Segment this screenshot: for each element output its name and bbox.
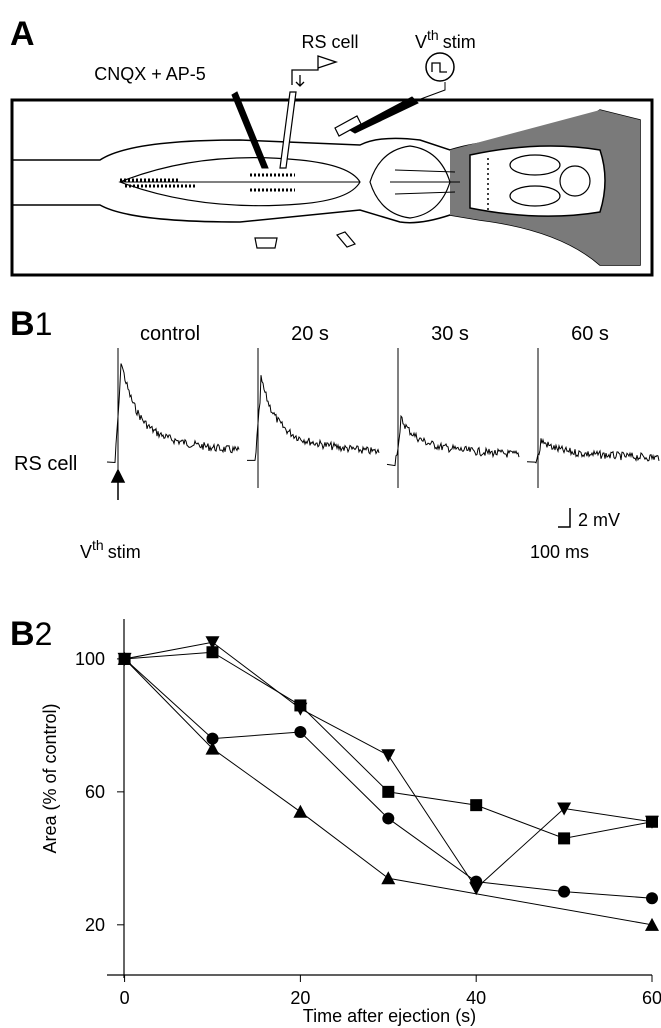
panel-label: B2: [10, 615, 52, 653]
stim-rest: stim: [108, 542, 141, 562]
stim-label: Vth stim: [415, 27, 476, 52]
marker: [470, 799, 483, 812]
scale-time: 100 ms: [530, 542, 589, 562]
marker: [646, 815, 658, 828]
condition-label: 20 s: [291, 323, 329, 345]
trace-label: RS cell: [14, 453, 77, 475]
marker: [646, 892, 658, 905]
preparation-diagram: [10, 52, 654, 277]
marker: [206, 732, 219, 745]
trace: [386, 414, 520, 467]
panel-letter: B: [10, 615, 35, 653]
stim-rest: stim: [443, 32, 476, 52]
x-tick-label: 20: [290, 988, 310, 1008]
marker: [294, 726, 307, 739]
marker: [293, 804, 308, 818]
scale-bar: [558, 508, 571, 528]
marker: [558, 832, 571, 845]
panel-label: A: [10, 15, 35, 53]
stim-label: Vth stim: [80, 537, 141, 562]
condition-labels: control 20 s 30 s 60 s: [140, 323, 609, 345]
marker: [557, 802, 572, 816]
y-tick-label: 100: [75, 649, 105, 669]
panel-number: 1: [35, 306, 53, 342]
stim-v: V: [80, 542, 92, 562]
marker: [206, 646, 219, 659]
marker: [381, 749, 396, 763]
y-tick-label: 60: [85, 782, 105, 802]
stim-v: V: [415, 32, 427, 52]
series-line: [124, 641, 653, 890]
stim-sup: th: [427, 27, 439, 43]
marker: [294, 699, 307, 712]
marker: [205, 636, 220, 650]
condition-label: control: [140, 323, 200, 345]
series-line: [124, 651, 653, 839]
condition-label: 30 s: [431, 323, 469, 345]
marker: [382, 785, 395, 798]
scale-voltage: 2 mV: [578, 510, 620, 530]
series-line: [124, 658, 653, 899]
rs-cell-label: RS cell: [301, 32, 358, 52]
marker: [117, 651, 132, 665]
panel-label: B1: [10, 305, 52, 343]
chart: 20 60 100 0 20 40 60 Time after ejection (s) Are…: [40, 619, 661, 1026]
trace: [246, 375, 380, 461]
stim-arrow: [110, 468, 126, 500]
stim-sup: th: [92, 537, 104, 553]
traces: [106, 348, 660, 488]
marker: [645, 917, 659, 931]
y-tick-label: 20: [85, 915, 105, 935]
marker: [205, 741, 220, 755]
x-axis-label: Time after ejection (s): [303, 1006, 476, 1026]
condition-label: 60 s: [571, 323, 609, 345]
trace: [526, 438, 660, 464]
marker: [558, 885, 571, 898]
x-tick-label: 60: [642, 988, 661, 1008]
x-tick-label: 0: [120, 988, 130, 1008]
drug-label: CNQX + AP-5: [94, 64, 206, 84]
trace: [106, 363, 240, 464]
marker: [470, 875, 483, 888]
marker: [382, 812, 395, 825]
panel-number: 2: [35, 616, 53, 652]
x-tick-label: 40: [466, 988, 486, 1008]
panel-letter: B: [10, 305, 35, 343]
marker: [381, 871, 396, 885]
y-axis-label: Area (% of control): [40, 703, 60, 853]
